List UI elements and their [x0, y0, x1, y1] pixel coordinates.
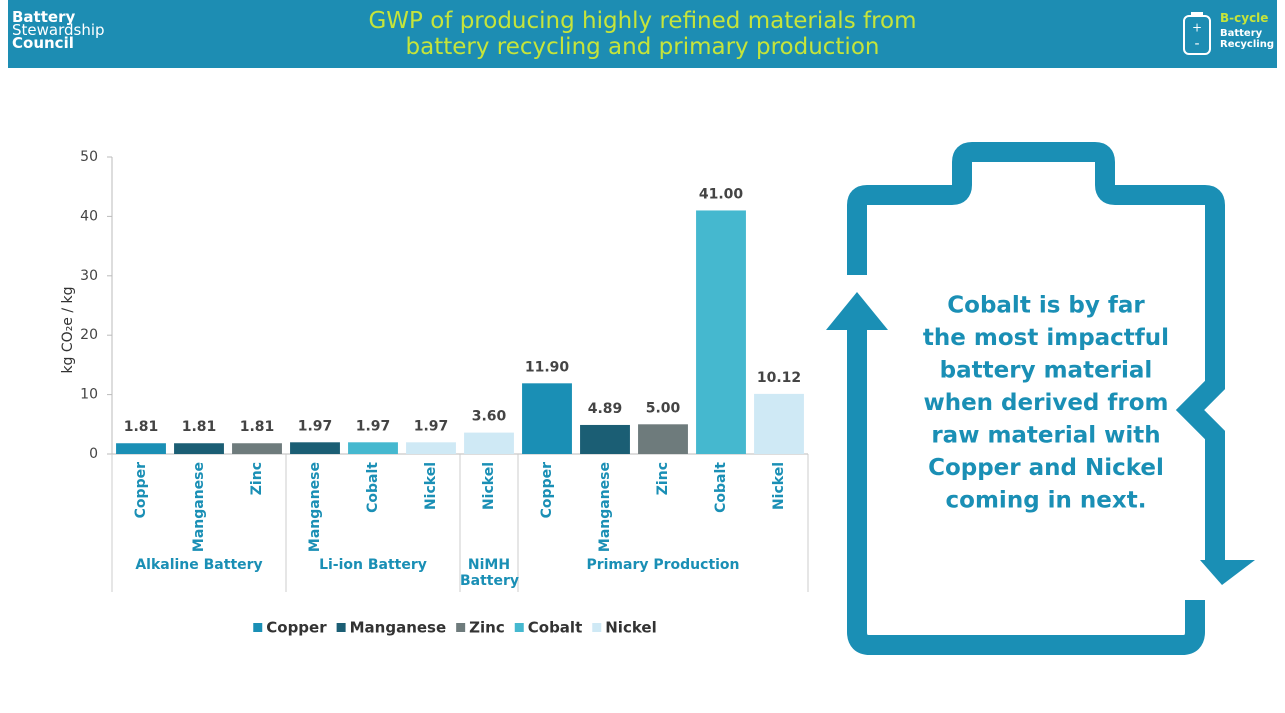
- callout-text: Cobalt is by far: [947, 293, 1145, 319]
- title: battery recycling and primary production: [405, 34, 880, 60]
- legend-label: Nickel: [605, 619, 656, 637]
- callout-text: coming in next.: [946, 488, 1147, 514]
- header: Battery Stewardship Council GWP of produ…: [8, 0, 1277, 68]
- arrow-path: [847, 320, 1205, 655]
- value-label: 41.00: [699, 186, 744, 202]
- group-label: Alkaline Battery: [135, 557, 263, 573]
- y-tick-label: 50: [80, 149, 98, 165]
- logo-text: B-cycle: [1220, 11, 1269, 25]
- legend-swatch: [253, 623, 263, 632]
- callout-text: raw material with: [931, 423, 1160, 449]
- callout-text: battery material: [940, 358, 1153, 384]
- bar: [348, 442, 398, 454]
- y-tick-label: 30: [80, 268, 98, 284]
- x-tick-label: Cobalt: [365, 462, 381, 513]
- bar: [116, 443, 166, 454]
- title: GWP of producing highly refined material…: [368, 8, 917, 34]
- value-label: 1.97: [298, 418, 333, 434]
- y-tick-label: 10: [80, 387, 98, 403]
- y-tick-label: 20: [80, 327, 98, 343]
- y-tick-label: 40: [80, 208, 98, 224]
- value-label: 10.12: [757, 370, 801, 386]
- legend: Copper Manganese Zinc Cobalt Nickel: [253, 619, 657, 637]
- y-tick-label: 0: [89, 446, 98, 462]
- group-label: NiMH Battery: [460, 557, 520, 589]
- y-axis-label: kg CO₂e / kg: [60, 286, 76, 373]
- bar: [464, 432, 514, 454]
- value-label: 1.97: [414, 418, 449, 434]
- group-label: Li-ion Battery: [319, 557, 427, 573]
- x-tick-label: Nickel: [771, 462, 787, 510]
- value-label: 11.90: [525, 359, 570, 375]
- bar: [290, 442, 340, 454]
- logo-text: Battery: [1220, 28, 1263, 39]
- logo-text: Council: [12, 34, 74, 52]
- x-tick-label: Manganese: [191, 462, 207, 552]
- cycle-arrow: [847, 142, 1225, 655]
- value-label: 1.81: [182, 419, 217, 435]
- callout-text: Copper and Nickel: [928, 455, 1164, 481]
- callout-text: when derived from: [923, 390, 1168, 416]
- x-tick-label: Nickel: [481, 462, 497, 510]
- bar: [232, 443, 282, 454]
- legend-swatch: [456, 623, 466, 632]
- legend-swatch: [592, 623, 602, 632]
- bar: [406, 442, 456, 454]
- callout-text: the most impactful: [923, 325, 1169, 351]
- svg-text:+: +: [1192, 21, 1202, 35]
- x-tick-label: Zinc: [655, 462, 671, 495]
- arrowhead: [826, 292, 888, 330]
- x-tick-label: Manganese: [307, 462, 323, 552]
- x-tick-label: Copper: [539, 462, 555, 518]
- logo-text: Battery: [12, 8, 76, 26]
- logo-icon: + -: [1183, 12, 1211, 55]
- svg-text:-: -: [1194, 36, 1199, 52]
- value-label: 4.89: [588, 401, 623, 417]
- bar: [638, 424, 688, 454]
- value-label: 3.60: [472, 409, 507, 425]
- bar: [754, 393, 804, 454]
- value-label: 1.81: [124, 419, 159, 435]
- value-label: 5.00: [646, 400, 681, 416]
- bar: [522, 383, 572, 454]
- legend-label: Manganese: [350, 619, 447, 637]
- logo-text: Stewardship: [12, 21, 105, 39]
- x-tick-label: Zinc: [249, 462, 265, 495]
- x-tick-label: Manganese: [597, 462, 613, 552]
- bar: [696, 210, 746, 454]
- x-tick-label: Nickel: [423, 462, 439, 510]
- value-label: 1.97: [356, 418, 391, 434]
- arrowhead: [1200, 560, 1255, 585]
- value-label: 1.81: [240, 419, 275, 435]
- x-tick-label: Cobalt: [713, 462, 729, 513]
- legend-swatch: [336, 623, 346, 632]
- bar: [580, 424, 630, 454]
- legend-swatch: [514, 623, 524, 632]
- group-label: Primary Production: [586, 557, 740, 573]
- logo-text: Recycling: [1220, 39, 1274, 50]
- legend-label: Copper: [266, 619, 327, 637]
- legend-label: Zinc: [469, 619, 505, 637]
- bar: [174, 443, 224, 454]
- x-tick-label: Copper: [133, 462, 149, 518]
- legend-label: Cobalt: [528, 619, 583, 637]
- arrow-path: [847, 142, 1225, 560]
